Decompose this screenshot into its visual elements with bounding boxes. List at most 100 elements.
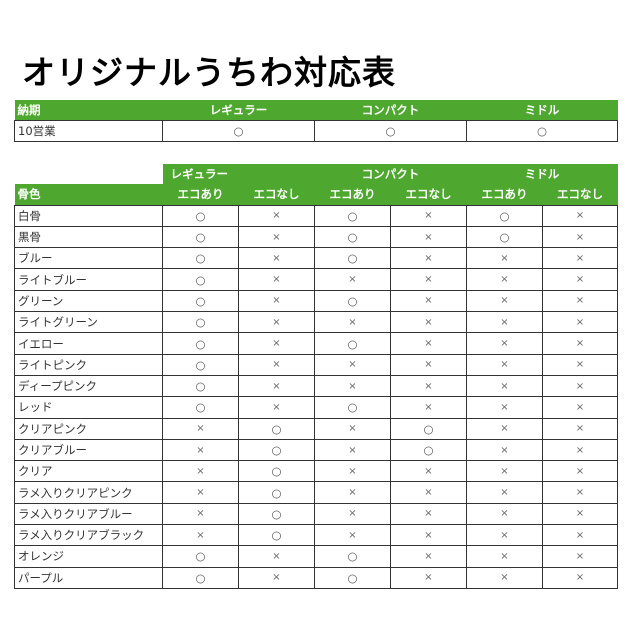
unavailable-mark: × bbox=[542, 396, 618, 419]
unavailable-mark: × bbox=[162, 438, 239, 462]
available-mark: ○ bbox=[314, 204, 391, 227]
row-header-bone-color: 骨色 bbox=[17, 187, 41, 202]
available-mark: ○ bbox=[238, 502, 315, 526]
available-mark: ○ bbox=[162, 374, 239, 398]
subheader: エコなし bbox=[405, 187, 452, 202]
unavailable-mark: × bbox=[238, 204, 315, 227]
color-name: オレンジ bbox=[14, 545, 163, 568]
color-name: 黒骨 bbox=[14, 225, 163, 249]
color-name: グリーン bbox=[14, 289, 163, 313]
unavailable-mark: × bbox=[466, 524, 543, 547]
unavailable-mark: × bbox=[542, 502, 618, 526]
available-mark: ○ bbox=[162, 332, 239, 355]
table-row: ライトピンク ○ × × × × × bbox=[14, 353, 618, 376]
available-mark: ○ bbox=[238, 438, 315, 462]
unavailable-mark: × bbox=[466, 332, 543, 355]
unavailable-mark: × bbox=[314, 438, 391, 462]
unavailable-mark: × bbox=[390, 374, 467, 398]
available-mark: ○ bbox=[162, 225, 239, 249]
color-name: 白骨 bbox=[14, 204, 163, 227]
table-row: オレンジ ○ × ○ × × × bbox=[14, 545, 618, 568]
color-name: パープル bbox=[14, 566, 163, 589]
unavailable-mark: × bbox=[390, 268, 467, 291]
table-row: パープル ○ × ○ × × × bbox=[14, 566, 618, 589]
unavailable-mark: × bbox=[542, 311, 618, 334]
group-middle: ミドル bbox=[466, 164, 618, 185]
available-mark: ○ bbox=[162, 268, 239, 291]
available-mark: ○ bbox=[314, 396, 391, 419]
unavailable-mark: × bbox=[390, 353, 467, 376]
unavailable-mark: × bbox=[314, 417, 391, 440]
table-row: 白骨 ○ × ○ × ○ × bbox=[14, 204, 618, 227]
header-middle: ミドル bbox=[524, 103, 560, 117]
delivery-compact-value: ○ bbox=[314, 120, 467, 142]
unavailable-mark: × bbox=[542, 332, 618, 355]
available-mark: ○ bbox=[466, 204, 543, 227]
available-mark: ○ bbox=[238, 524, 315, 547]
available-mark: ○ bbox=[162, 545, 239, 568]
unavailable-mark: × bbox=[238, 225, 315, 249]
unavailable-mark: × bbox=[390, 460, 467, 483]
unavailable-mark: × bbox=[390, 247, 467, 270]
unavailable-mark: × bbox=[314, 524, 391, 547]
unavailable-mark: × bbox=[390, 289, 467, 313]
unavailable-mark: × bbox=[466, 460, 543, 483]
unavailable-mark: × bbox=[238, 268, 315, 291]
available-mark: ○ bbox=[314, 545, 391, 568]
table-row: クリアブルー × ○ × ○ × × bbox=[14, 438, 618, 462]
available-mark: ○ bbox=[238, 481, 315, 504]
unavailable-mark: × bbox=[466, 374, 543, 398]
available-mark: ○ bbox=[162, 353, 239, 376]
unavailable-mark: × bbox=[466, 396, 543, 419]
color-name: ラメ入りクリアブルー bbox=[14, 502, 163, 526]
available-mark: ○ bbox=[162, 247, 239, 270]
unavailable-mark: × bbox=[162, 524, 239, 547]
color-name: クリアブルー bbox=[14, 438, 163, 462]
unavailable-mark: × bbox=[466, 481, 543, 504]
table-row: ラメ入りクリアブラック × ○ × × × × bbox=[14, 524, 618, 547]
color-name: ライトブルー bbox=[14, 268, 163, 291]
unavailable-mark: × bbox=[542, 566, 618, 589]
unavailable-mark: × bbox=[238, 247, 315, 270]
unavailable-mark: × bbox=[390, 396, 467, 419]
subheader: エコあり bbox=[329, 187, 376, 202]
unavailable-mark: × bbox=[542, 438, 618, 462]
color-name: ライトピンク bbox=[14, 353, 163, 376]
delivery-header-row: 納期 レギュラー コンパクト ミドル bbox=[14, 100, 618, 121]
unavailable-mark: × bbox=[314, 268, 391, 291]
color-name: ブルー bbox=[14, 247, 163, 270]
unavailable-mark: × bbox=[542, 204, 618, 227]
available-mark: ○ bbox=[314, 289, 391, 313]
delivery-table: 納期 レギュラー コンパクト ミドル 10営業 ○ ○ ○ bbox=[14, 100, 618, 142]
unavailable-mark: × bbox=[466, 545, 543, 568]
color-table: レギュラー コンパクト ミドル 骨色 エコあり エコなし エコあり エコなし エ… bbox=[14, 164, 618, 589]
unavailable-mark: × bbox=[390, 566, 467, 589]
unavailable-mark: × bbox=[390, 225, 467, 249]
unavailable-mark: × bbox=[466, 268, 543, 291]
table-row: ラメ入りクリアブルー × ○ × × × × bbox=[14, 502, 618, 526]
table-row: ブルー ○ × ○ × × × bbox=[14, 247, 618, 270]
unavailable-mark: × bbox=[314, 311, 391, 334]
available-mark: ○ bbox=[162, 289, 239, 313]
group-compact: コンパクト bbox=[314, 164, 467, 185]
unavailable-mark: × bbox=[466, 566, 543, 589]
unavailable-mark: × bbox=[314, 481, 391, 504]
delivery-regular-value: ○ bbox=[162, 120, 315, 142]
table-row: クリア × ○ × × × × bbox=[14, 460, 618, 483]
delivery-middle-value: ○ bbox=[466, 120, 618, 142]
color-name: イエロー bbox=[14, 332, 163, 355]
unavailable-mark: × bbox=[390, 204, 467, 227]
unavailable-mark: × bbox=[238, 311, 315, 334]
unavailable-mark: × bbox=[238, 289, 315, 313]
unavailable-mark: × bbox=[238, 332, 315, 355]
table-row: ラメ入りクリアピンク × ○ × × × × bbox=[14, 481, 618, 504]
unavailable-mark: × bbox=[238, 545, 315, 568]
unavailable-mark: × bbox=[466, 502, 543, 526]
available-mark: ○ bbox=[314, 566, 391, 589]
available-mark: ○ bbox=[238, 417, 315, 440]
unavailable-mark: × bbox=[162, 417, 239, 440]
unavailable-mark: × bbox=[542, 417, 618, 440]
available-mark: ○ bbox=[314, 247, 391, 270]
unavailable-mark: × bbox=[542, 374, 618, 398]
unavailable-mark: × bbox=[390, 481, 467, 504]
